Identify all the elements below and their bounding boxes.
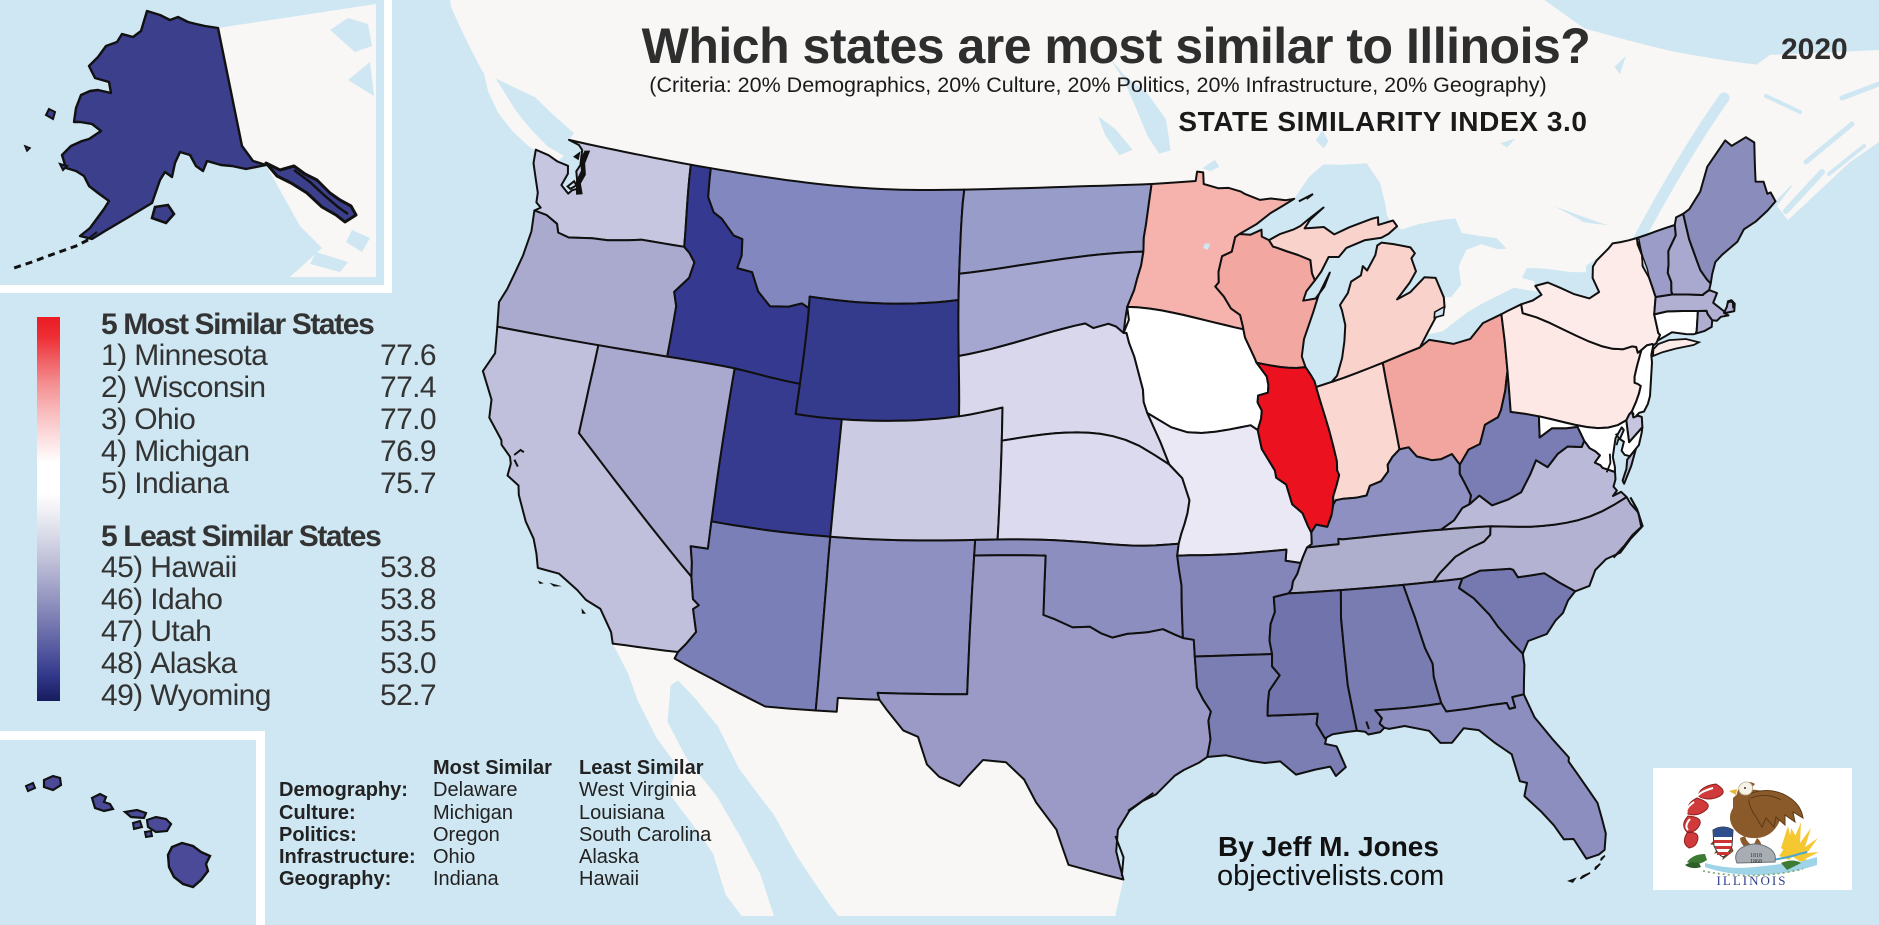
svg-text:1818: 1818 bbox=[1750, 853, 1762, 859]
svg-text:ILLINOIS: ILLINOIS bbox=[1717, 873, 1788, 888]
svg-text:1868: 1868 bbox=[1750, 859, 1762, 865]
